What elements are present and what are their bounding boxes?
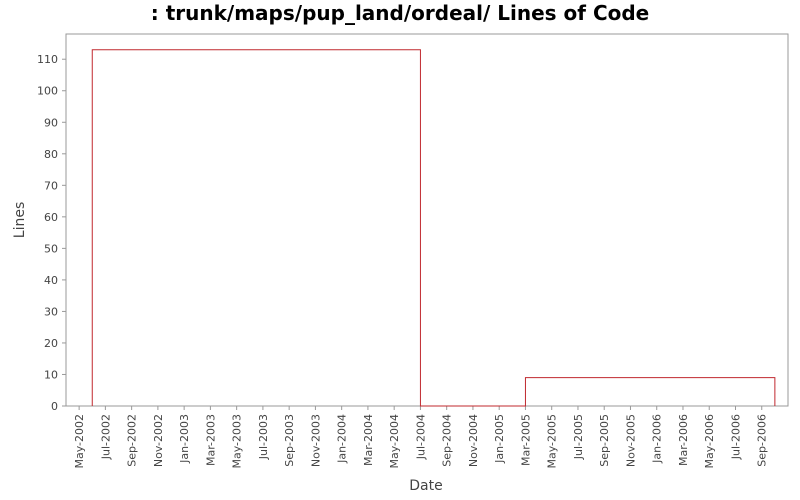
x-tick-label: Sep-2002 [126,414,139,467]
y-tick-label: 60 [44,211,58,224]
y-axis-title: Lines [12,202,28,238]
series-line [91,49,776,407]
x-tick-label: Nov-2002 [152,414,165,467]
y-tick-label: 40 [44,274,58,287]
x-tick-label: Mar-2005 [519,414,532,466]
x-tick-label: Sep-2006 [756,414,769,467]
x-tick-label: Jul-2006 [729,414,742,460]
x-tick-label: Jul-2002 [99,414,112,460]
x-tick-label: May-2006 [703,414,716,469]
x-tick-label: Jan-2005 [493,414,506,464]
chart-title: : trunk/maps/pup_land/ordeal/ Lines of C… [151,1,650,25]
x-tick-label: Mar-2004 [362,414,375,466]
plot-area [65,33,789,407]
x-axis-title: Date [409,478,442,494]
x-tick-label: Sep-2005 [598,414,611,467]
y-tick-label: 110 [37,53,58,66]
y-tick-label: 70 [44,179,58,192]
y-tick-label: 30 [44,305,58,318]
y-tick-label: 80 [44,148,58,161]
y-tick-label: 20 [44,337,58,350]
y-tick-label: 50 [44,242,58,255]
x-tick-label: Jul-2005 [572,414,585,460]
x-tick-label: Mar-2006 [677,414,690,466]
x-tick-label: Sep-2003 [283,414,296,467]
x-tick-label: Nov-2003 [309,414,322,467]
y-tick-label: 0 [51,400,58,413]
x-tick-label: Jan-2003 [178,414,191,464]
x-tick-label: Jan-2004 [336,414,349,464]
y-tick-label: 90 [44,116,58,129]
x-tick-label: Jul-2004 [414,414,427,460]
x-tick-label: Sep-2004 [441,414,454,467]
x-tick-label: May-2005 [546,414,559,469]
x-tick-label: Jul-2003 [257,414,270,460]
x-tick-label: Jan-2006 [651,414,664,464]
x-tick-label: May-2003 [231,414,244,469]
x-tick-label: Nov-2004 [467,414,480,467]
x-tick-label: Mar-2003 [204,414,217,466]
y-tick-label: 10 [44,368,58,381]
x-tick-label: May-2002 [73,414,86,469]
y-tick-label: 100 [37,85,58,98]
x-tick-label: Nov-2005 [624,414,637,467]
x-tick-label: May-2004 [388,414,401,469]
